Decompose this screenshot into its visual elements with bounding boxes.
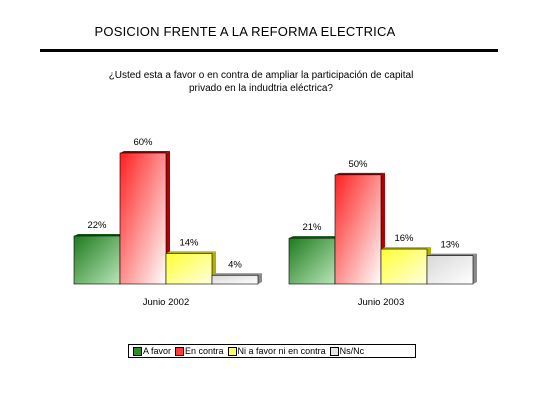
data-label: 50% <box>348 159 368 170</box>
bar-ni-a-favor-ni-en-contra-1 <box>380 248 428 285</box>
legend-label: Ni a favor ni en contra <box>237 346 326 356</box>
legend-swatch <box>329 346 339 356</box>
bar-ns-nc-0 <box>211 274 259 285</box>
legend-item: A favor <box>129 345 171 357</box>
legend-label: En contra <box>185 346 224 356</box>
data-label: 4% <box>228 259 242 270</box>
bar-a-favor-0 <box>73 235 121 285</box>
bar-top-0-0 <box>74 233 124 236</box>
bar-a-favor-1 <box>288 237 336 285</box>
bar-ns-nc-1 <box>426 255 474 285</box>
legend-item: Ns/Nc <box>326 345 365 357</box>
bar-top-0-1 <box>289 236 339 239</box>
legend-swatch <box>227 346 237 356</box>
question-line-1: ¿Usted esta a favor o en contra de ampli… <box>108 70 414 81</box>
question-line-2: privado en la indudtria eléctrica? <box>189 83 333 94</box>
category-label: Junio 2002 <box>143 297 189 308</box>
data-label: 16% <box>394 233 414 244</box>
bar-top-2-1 <box>381 247 431 250</box>
category-label: Junio 2003 <box>358 297 404 308</box>
data-label: 14% <box>179 237 199 248</box>
data-label: 22% <box>87 220 107 231</box>
title-underline <box>40 49 498 52</box>
bar-top-3-0 <box>212 273 262 276</box>
chart-legend: A favor En contra Ni a favor ni en contra N… <box>128 344 416 358</box>
bar-top-3-1 <box>427 253 477 256</box>
bar-top-1-1 <box>335 172 385 175</box>
bar-side-3-0 <box>258 273 262 284</box>
data-label: 13% <box>440 240 460 251</box>
legend-swatch <box>175 346 185 356</box>
bar-top-2-0 <box>166 251 216 254</box>
data-label: 21% <box>302 222 322 233</box>
legend-swatch <box>133 346 142 356</box>
survey-question: ¿Usted esta a favor o en contra de ampli… <box>80 69 442 95</box>
bar-top-1-0 <box>120 151 170 153</box>
legend-label: Ns/Nc <box>339 346 365 356</box>
legend-item: Ni a favor ni en contra <box>224 345 326 357</box>
bar-side-1-0 <box>166 151 170 284</box>
bar-en-contra-1 <box>334 174 382 285</box>
data-label: 60% <box>133 137 153 148</box>
bar-ni-a-favor-ni-en-contra-0 <box>165 253 213 285</box>
chart-title: POSICION FRENTE A LA REFORMA ELECTRICA <box>94 24 396 39</box>
legend-label: A favor <box>143 346 172 356</box>
legend-item: En contra <box>171 345 224 357</box>
bar-side-3-1 <box>473 253 477 284</box>
bar-en-contra-0 <box>119 152 167 285</box>
